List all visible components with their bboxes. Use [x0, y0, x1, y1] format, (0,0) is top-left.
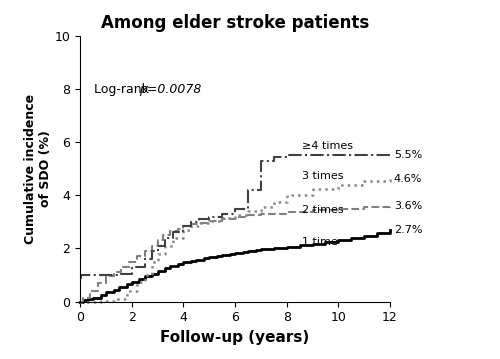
- Text: ≥4 times: ≥4 times: [302, 141, 353, 151]
- Y-axis label: Cumulative incidence
of SDO (%): Cumulative incidence of SDO (%): [24, 94, 52, 244]
- Text: p=0.0078: p=0.0078: [138, 83, 201, 95]
- Title: Among elder stroke patients: Among elder stroke patients: [101, 14, 369, 32]
- Text: 2 times: 2 times: [302, 205, 344, 215]
- Text: 2.7%: 2.7%: [394, 225, 422, 235]
- Text: 3 times: 3 times: [302, 171, 344, 181]
- Text: 1 time: 1 time: [302, 237, 338, 247]
- Text: 4.6%: 4.6%: [394, 174, 422, 185]
- Text: Log-rank: Log-rank: [94, 83, 153, 95]
- Text: 5.5%: 5.5%: [394, 150, 422, 160]
- X-axis label: Follow-up (years): Follow-up (years): [160, 330, 310, 345]
- Text: 3.6%: 3.6%: [394, 201, 422, 211]
